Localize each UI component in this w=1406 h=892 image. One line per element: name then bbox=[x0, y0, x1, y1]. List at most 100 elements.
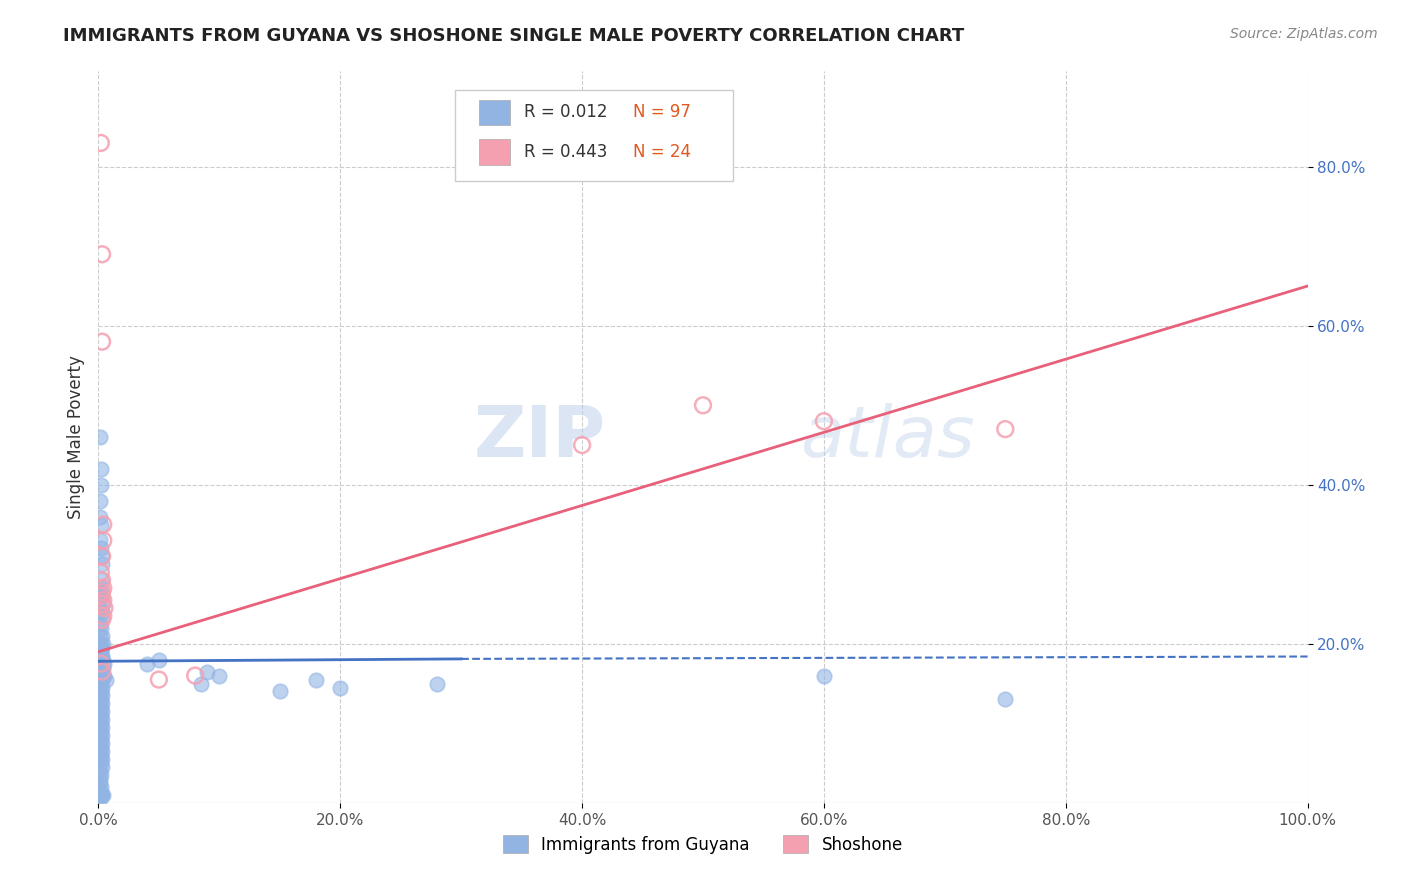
Point bbox=[90, 566, 112, 580]
Point bbox=[89, 585, 111, 599]
Bar bbox=[479, 100, 509, 125]
Point bbox=[91, 558, 114, 572]
Point bbox=[90, 462, 112, 476]
Point bbox=[90, 517, 112, 532]
Point bbox=[91, 247, 114, 261]
Point bbox=[305, 673, 328, 687]
Text: ZIP: ZIP bbox=[474, 402, 606, 472]
Point bbox=[90, 477, 112, 491]
Point bbox=[135, 657, 157, 671]
Point bbox=[91, 605, 114, 619]
Point bbox=[571, 438, 593, 452]
Point bbox=[89, 673, 111, 687]
Text: IMMIGRANTS FROM GUYANA VS SHOSHONE SINGLE MALE POVERTY CORRELATION CHART: IMMIGRANTS FROM GUYANA VS SHOSHONE SINGL… bbox=[63, 27, 965, 45]
Point bbox=[93, 657, 115, 671]
Point bbox=[90, 684, 112, 698]
Point bbox=[94, 673, 117, 687]
Text: N = 97: N = 97 bbox=[633, 103, 690, 121]
Y-axis label: Single Male Poverty: Single Male Poverty bbox=[66, 355, 84, 519]
Point bbox=[89, 697, 111, 711]
Point bbox=[91, 533, 114, 548]
Point bbox=[91, 597, 114, 611]
Point bbox=[91, 334, 114, 349]
Point bbox=[90, 541, 112, 556]
Point bbox=[89, 772, 111, 786]
Point bbox=[91, 673, 114, 687]
Point bbox=[91, 549, 114, 564]
Point bbox=[91, 657, 114, 671]
Point bbox=[91, 752, 114, 766]
Point bbox=[148, 673, 170, 687]
Point bbox=[91, 660, 114, 674]
Point bbox=[89, 712, 111, 726]
Point bbox=[91, 609, 114, 624]
Point bbox=[90, 573, 112, 587]
Point bbox=[89, 629, 111, 643]
Text: N = 24: N = 24 bbox=[633, 143, 690, 161]
Point bbox=[426, 676, 449, 690]
Point bbox=[90, 708, 112, 723]
Point bbox=[90, 716, 112, 731]
Point bbox=[91, 788, 114, 802]
Point bbox=[89, 601, 111, 615]
Point bbox=[89, 776, 111, 790]
Point bbox=[90, 768, 112, 782]
Point bbox=[994, 422, 1017, 436]
Point bbox=[90, 724, 112, 739]
Point bbox=[89, 720, 111, 734]
Point bbox=[90, 657, 112, 671]
Point bbox=[89, 430, 111, 444]
Point bbox=[91, 668, 114, 682]
Point bbox=[90, 780, 112, 794]
Text: atlas: atlas bbox=[800, 402, 974, 472]
Point bbox=[90, 700, 112, 714]
Point bbox=[89, 493, 111, 508]
Point bbox=[93, 601, 115, 615]
Point bbox=[91, 648, 114, 663]
Text: R = 0.443: R = 0.443 bbox=[524, 143, 607, 161]
Point bbox=[89, 744, 111, 758]
Point bbox=[91, 593, 114, 607]
Point bbox=[89, 752, 111, 766]
Point bbox=[148, 653, 170, 667]
Point bbox=[91, 681, 114, 695]
Point bbox=[89, 533, 111, 548]
Point bbox=[90, 637, 112, 651]
Point bbox=[190, 676, 212, 690]
Point bbox=[91, 665, 114, 679]
Point bbox=[91, 585, 114, 599]
Point bbox=[813, 414, 835, 428]
Point bbox=[91, 629, 114, 643]
Point bbox=[91, 665, 114, 679]
Point bbox=[90, 660, 112, 674]
Point bbox=[91, 720, 114, 734]
Point bbox=[91, 589, 114, 603]
Point bbox=[91, 597, 114, 611]
Point bbox=[90, 136, 112, 150]
Point bbox=[90, 621, 112, 635]
Point bbox=[89, 648, 111, 663]
Point bbox=[90, 581, 112, 595]
Point bbox=[89, 616, 111, 631]
Point bbox=[90, 609, 112, 624]
Point bbox=[90, 740, 112, 755]
Point bbox=[90, 645, 112, 659]
Point bbox=[90, 748, 112, 763]
Point bbox=[91, 760, 114, 774]
Text: R = 0.012: R = 0.012 bbox=[524, 103, 607, 121]
Point bbox=[184, 668, 207, 682]
Point bbox=[90, 692, 112, 706]
Point bbox=[91, 517, 114, 532]
Point bbox=[692, 398, 714, 412]
Point bbox=[994, 692, 1017, 706]
Point bbox=[89, 764, 111, 778]
Point bbox=[89, 657, 111, 671]
Point bbox=[90, 653, 112, 667]
Point bbox=[89, 736, 111, 750]
Point bbox=[91, 613, 114, 627]
Text: Source: ZipAtlas.com: Source: ZipAtlas.com bbox=[1230, 27, 1378, 41]
Point bbox=[91, 788, 114, 802]
Point bbox=[208, 668, 231, 682]
Point bbox=[89, 728, 111, 742]
Point bbox=[91, 712, 114, 726]
